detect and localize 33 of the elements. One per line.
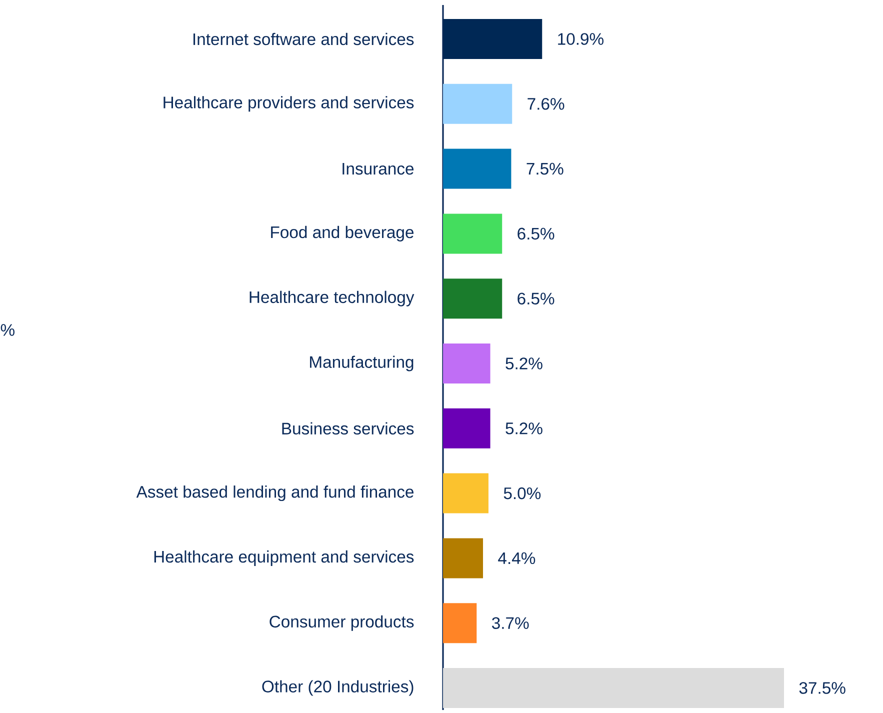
bar — [443, 408, 490, 448]
bar — [443, 214, 502, 254]
y-tick-label: Other (20 Industries) — [262, 680, 414, 696]
y-tick-label: Manufacturing — [310, 356, 414, 372]
data-label: 4.4% — [498, 552, 536, 564]
data-label: 7.6% — [528, 98, 564, 110]
data-label: 5.2% — [506, 358, 542, 370]
y-tick-label: Food and beverage — [271, 226, 414, 242]
bar — [443, 343, 490, 384]
bar — [443, 603, 477, 644]
y-tick-label: Insurance — [342, 162, 414, 175]
bar — [443, 278, 502, 319]
y-tick-label: Business services — [282, 422, 414, 435]
data-label: 6.5% — [518, 228, 554, 240]
y-tick-label: Consumer products — [270, 615, 414, 631]
y-tick-label: Healthcare providers and services — [164, 96, 414, 112]
bar — [443, 84, 512, 124]
data-label: 37.5% — [799, 682, 846, 694]
y-tick-label: Internet software and services — [194, 32, 414, 46]
bar — [443, 148, 512, 189]
data-label: 6.5% — [518, 292, 554, 304]
bar — [443, 473, 488, 514]
data-label: 10.9% — [558, 33, 604, 45]
data-label: 3.7% — [492, 617, 529, 629]
bar — [443, 538, 484, 578]
data-label: 5.2% — [506, 422, 542, 434]
y-tick-label: Healthcare technology — [250, 290, 414, 306]
text: % — [0, 324, 14, 336]
y-tick-label: Healthcare equipment and services — [154, 550, 414, 566]
data-label: 5.0% — [504, 487, 541, 500]
bar — [443, 668, 784, 708]
y-tick-label: Asset based lending and fund finance — [136, 486, 414, 502]
data-label: 7.5% — [526, 162, 564, 175]
